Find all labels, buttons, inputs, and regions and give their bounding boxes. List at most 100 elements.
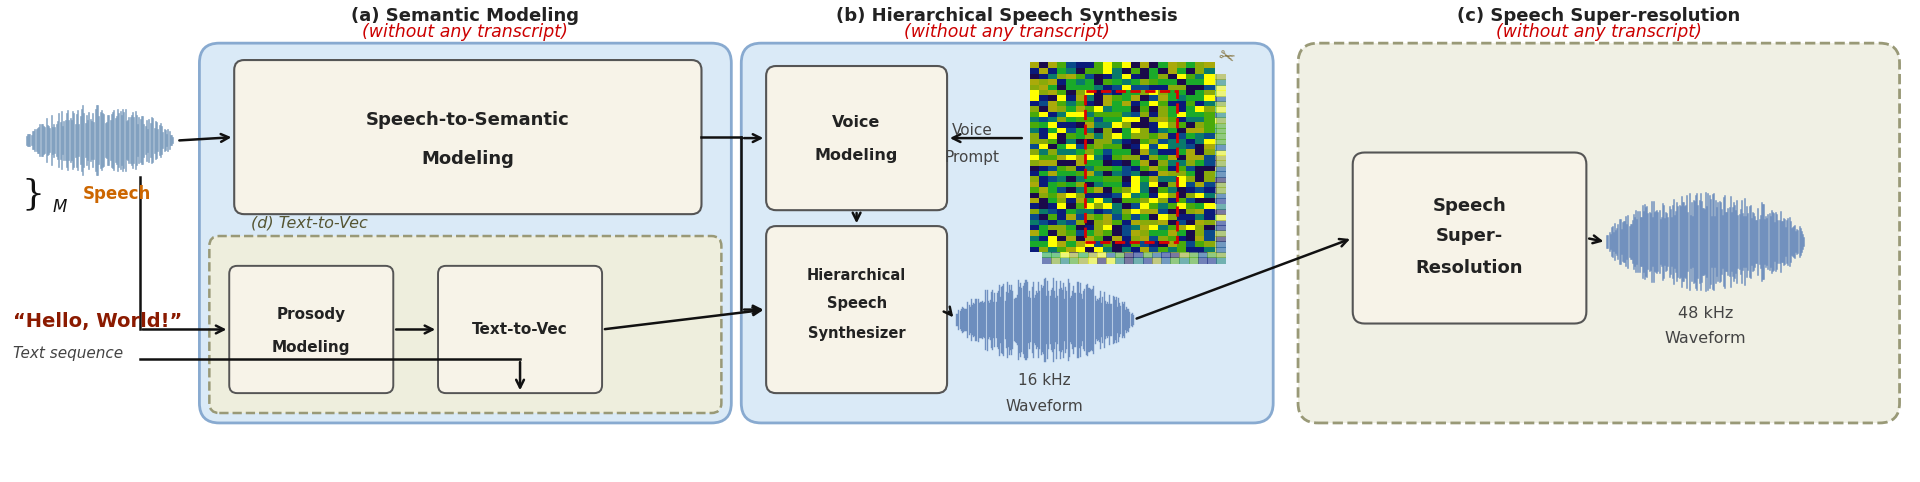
Bar [1177,132,1187,139]
Bar [1041,80,1052,86]
Bar [1215,193,1227,199]
Bar [1048,186,1058,193]
Text: Speech-to-Semantic: Speech-to-Semantic [367,111,570,129]
Bar [1179,80,1190,86]
Bar [1162,107,1171,113]
Bar [1152,74,1162,80]
Bar [1179,149,1190,156]
Bar [1158,213,1169,220]
Bar [1121,197,1131,203]
Bar [1039,116,1048,122]
Bar [1060,193,1069,199]
Bar [1204,224,1215,230]
Bar [1194,181,1206,187]
Bar [1087,230,1098,237]
Bar [1142,193,1152,199]
Bar [1066,240,1077,246]
Bar [1087,95,1098,102]
Bar [1179,139,1190,145]
Bar [1048,62,1058,68]
Bar [1125,214,1135,221]
Bar [1094,159,1104,166]
Bar [1112,78,1123,85]
Bar [1085,213,1094,220]
Bar [1121,137,1131,144]
Bar [1060,128,1069,134]
Bar [1104,105,1114,112]
Bar [1177,245,1187,252]
Bar [1177,218,1187,225]
Bar [1060,236,1069,242]
Bar [1152,252,1162,258]
Bar [1188,247,1198,253]
Bar [1187,127,1196,133]
Bar [1029,148,1041,155]
Bar [1208,149,1217,156]
Bar [1208,101,1217,107]
Bar [1204,229,1215,236]
Bar [1087,166,1098,172]
Bar [1158,235,1169,241]
Bar [1106,117,1116,123]
Bar [1085,208,1094,214]
Bar [1187,105,1196,112]
Bar [1029,121,1041,128]
Bar [1104,245,1114,252]
Bar [1150,89,1160,95]
Bar [1116,112,1125,118]
Bar [1152,214,1162,221]
Bar [1179,241,1190,248]
Bar [1140,121,1150,128]
Bar [1041,122,1052,129]
Bar [1106,80,1116,86]
Bar [1048,137,1058,144]
Bar [1085,202,1094,209]
Bar [1177,105,1187,112]
Bar [1066,110,1077,117]
Bar [1050,101,1062,107]
Bar [1058,229,1068,236]
Bar [1087,187,1098,194]
Bar [1162,122,1171,129]
Bar [1029,164,1041,171]
Bar [1125,117,1135,123]
Bar [1198,122,1208,129]
Bar [1208,139,1217,145]
Bar [1094,154,1104,160]
Bar [1087,107,1098,113]
Bar [1039,218,1048,225]
Bar [1112,62,1123,68]
Bar [1085,245,1094,252]
Bar [1050,257,1062,264]
Bar [1171,128,1181,134]
Bar [1087,220,1098,226]
Bar [1075,100,1087,106]
Bar [1079,101,1089,107]
Bar [1087,176,1098,183]
Bar [1150,208,1160,214]
Bar [1177,154,1187,160]
Bar [1039,78,1048,85]
Bar [1204,235,1215,241]
Bar [1066,170,1077,176]
Bar [1131,213,1140,220]
Bar [1142,198,1152,204]
Bar [1208,214,1217,221]
Bar [1167,224,1177,230]
Bar [1162,112,1171,118]
Bar [1041,176,1052,183]
Bar [1187,159,1196,166]
Bar [1162,182,1171,188]
Bar [1116,198,1125,204]
Bar [1048,116,1058,122]
Bar [1142,230,1152,237]
Bar [1177,191,1187,198]
Bar [1152,193,1162,199]
Bar [1094,78,1104,85]
Bar [1066,62,1077,68]
Bar [1133,128,1144,134]
Bar [1131,116,1140,122]
Bar [1050,117,1062,123]
Bar [1142,139,1152,145]
Bar [1194,164,1206,171]
